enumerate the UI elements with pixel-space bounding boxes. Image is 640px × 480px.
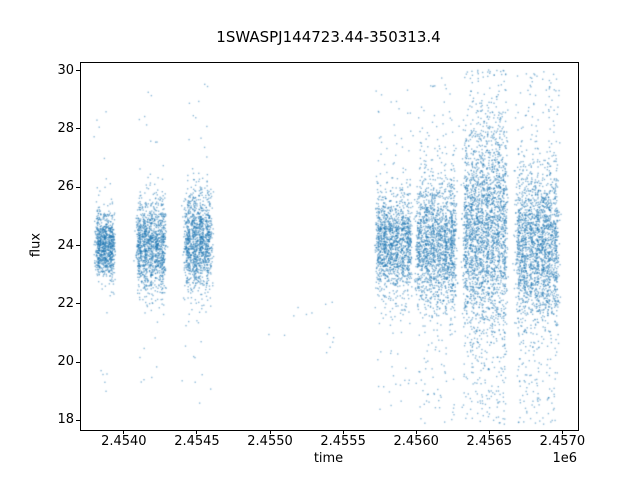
y-tick-mark bbox=[76, 70, 80, 72]
y-tick-mark bbox=[76, 361, 80, 363]
x-tick-label: 2.4550 bbox=[247, 434, 293, 449]
x-tick-label: 2.4545 bbox=[174, 434, 220, 449]
x-axis-offset-label: 1e6 bbox=[552, 451, 577, 466]
y-tick-mark bbox=[76, 303, 80, 305]
y-tick-mark bbox=[76, 128, 80, 130]
y-tick-label: 26 bbox=[57, 179, 74, 195]
x-tick-mark bbox=[561, 430, 563, 434]
x-tick-mark bbox=[269, 430, 271, 434]
x-tick-label: 2.4540 bbox=[101, 434, 147, 449]
y-tick-mark bbox=[76, 186, 80, 188]
x-tick-mark bbox=[415, 430, 417, 434]
y-tick-label: 22 bbox=[57, 295, 74, 311]
y-tick-mark bbox=[76, 245, 80, 246]
x-tick-label: 2.4570 bbox=[539, 434, 586, 449]
x-tick-label: 2.4565 bbox=[466, 434, 513, 449]
y-tick-mark bbox=[76, 419, 80, 421]
y-tick-label: 20 bbox=[57, 354, 74, 369]
plot-area bbox=[80, 62, 579, 431]
x-axis-label: time bbox=[313, 451, 344, 466]
x-tick-mark bbox=[488, 430, 490, 434]
y-tick-label: 24 bbox=[57, 237, 74, 253]
y-tick-label: 28 bbox=[57, 120, 74, 136]
x-tick-label: 2.4555 bbox=[320, 434, 366, 449]
scatter-canvas bbox=[81, 63, 578, 430]
x-tick-label: 2.4560 bbox=[393, 434, 439, 449]
x-tick-mark bbox=[123, 430, 125, 434]
y-tick-label: 18 bbox=[57, 412, 74, 428]
x-tick-mark bbox=[342, 430, 344, 434]
x-tick-mark bbox=[196, 430, 198, 434]
y-tick-label: 30 bbox=[57, 62, 74, 78]
chart-title: 1SWASPJ144723.44-350313.4 bbox=[216, 28, 441, 46]
